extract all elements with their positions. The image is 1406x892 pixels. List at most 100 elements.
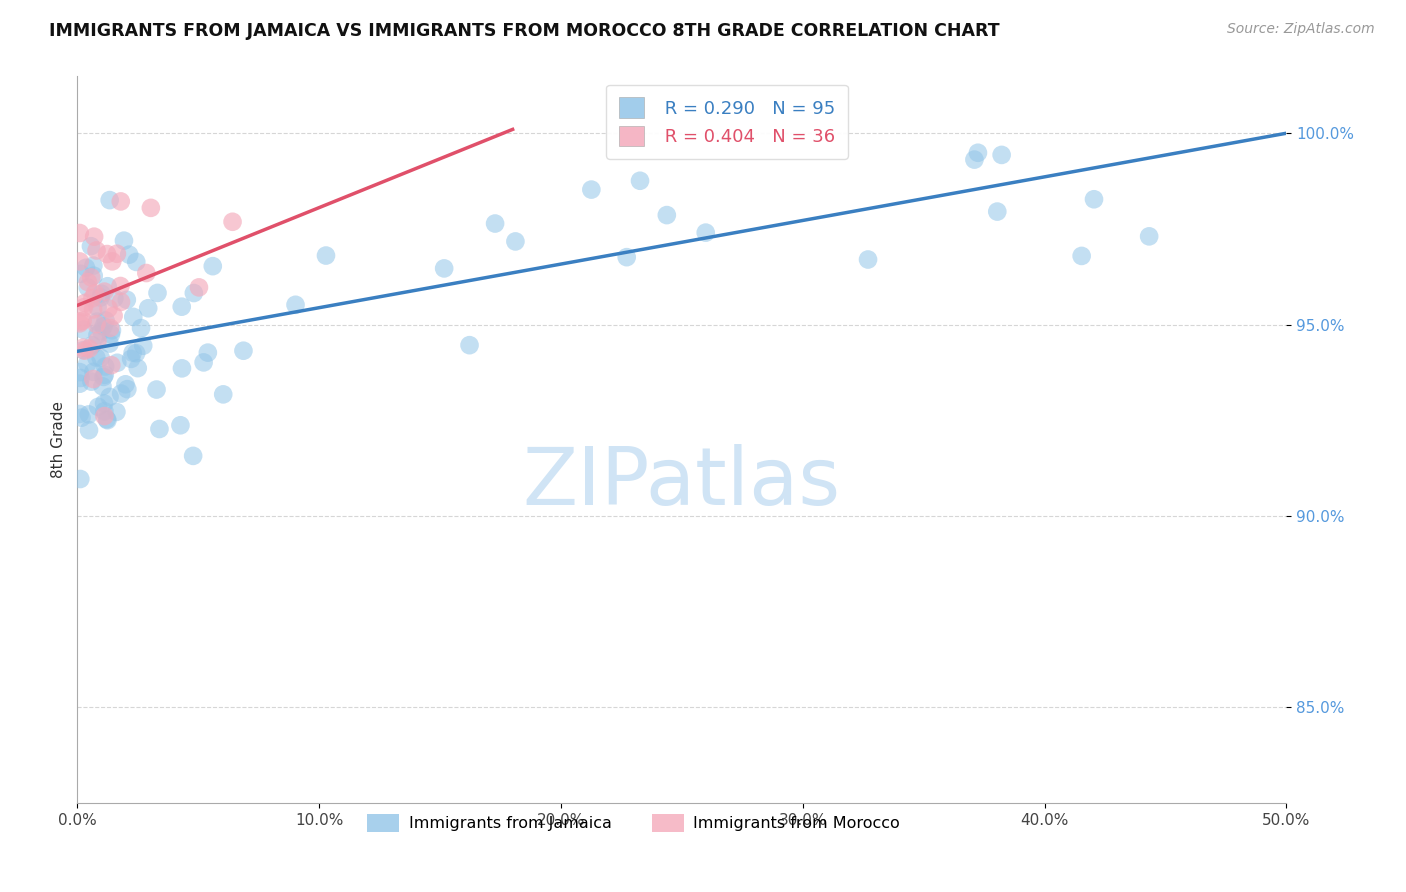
Point — [181, 449, 204, 463]
Point — [105, 405, 128, 419]
Text: Source: ZipAtlas.com: Source: ZipAtlas.com — [1227, 22, 1375, 37]
Point — [77, 275, 100, 289]
Point — [98, 321, 121, 335]
Point — [986, 204, 1008, 219]
Point — [170, 361, 193, 376]
Point — [103, 309, 125, 323]
Point — [315, 248, 337, 262]
Point — [94, 359, 117, 374]
Point — [75, 260, 97, 275]
Point — [72, 341, 94, 355]
Point — [98, 336, 121, 351]
Point — [96, 412, 118, 426]
Point — [212, 387, 235, 401]
Point — [72, 313, 94, 327]
Point — [69, 267, 91, 281]
Point — [110, 194, 132, 209]
Point — [201, 259, 224, 273]
Point — [125, 346, 148, 360]
Point — [284, 298, 307, 312]
Point — [73, 300, 96, 314]
Point — [69, 254, 91, 268]
Point — [73, 343, 96, 358]
Text: IMMIGRANTS FROM JAMAICA VS IMMIGRANTS FROM MOROCCO 8TH GRADE CORRELATION CHART: IMMIGRANTS FROM JAMAICA VS IMMIGRANTS FR… — [49, 22, 1000, 40]
Point — [118, 247, 141, 261]
Point — [655, 208, 678, 222]
Point — [97, 279, 120, 293]
Point — [77, 408, 100, 422]
Point — [93, 404, 115, 418]
Point — [122, 310, 145, 324]
Point — [69, 226, 91, 240]
Legend: Immigrants from Jamaica, Immigrants from Morocco: Immigrants from Jamaica, Immigrants from… — [361, 807, 907, 838]
Point — [1083, 192, 1105, 206]
Point — [121, 345, 143, 359]
Point — [82, 259, 104, 273]
Point — [110, 279, 132, 293]
Point — [193, 355, 215, 369]
Point — [83, 229, 105, 244]
Point — [963, 153, 986, 167]
Point — [170, 300, 193, 314]
Point — [90, 351, 112, 365]
Point — [484, 217, 506, 231]
Point — [125, 255, 148, 269]
Text: ZIPatlas: ZIPatlas — [523, 444, 841, 522]
Point — [101, 254, 124, 268]
Point — [89, 291, 111, 305]
Point — [73, 296, 96, 310]
Point — [82, 338, 104, 352]
Point — [628, 174, 651, 188]
Point — [77, 423, 100, 437]
Point — [221, 215, 243, 229]
Point — [86, 334, 108, 348]
Point — [183, 285, 205, 300]
Y-axis label: 8th Grade: 8th Grade — [51, 401, 66, 478]
Point — [581, 183, 603, 197]
Point — [86, 315, 108, 329]
Point — [232, 343, 254, 358]
Point — [69, 371, 91, 385]
Point — [82, 372, 104, 386]
Point — [91, 379, 114, 393]
Point — [69, 472, 91, 486]
Point — [101, 323, 124, 337]
Point — [120, 351, 142, 366]
Point — [94, 313, 117, 327]
Point — [70, 410, 93, 425]
Point — [110, 294, 132, 309]
Point — [146, 285, 169, 300]
Point — [80, 239, 103, 253]
Point — [98, 390, 121, 404]
Point — [105, 356, 128, 370]
Point — [135, 266, 157, 280]
Point — [433, 261, 456, 276]
Point — [115, 293, 138, 307]
Point — [80, 375, 103, 389]
Point — [97, 301, 120, 316]
Point — [197, 345, 219, 359]
Point — [93, 285, 115, 299]
Point — [129, 321, 152, 335]
Point — [93, 409, 115, 423]
Point — [82, 291, 104, 305]
Point — [94, 368, 117, 382]
Point — [169, 418, 191, 433]
Point — [77, 342, 100, 356]
Point — [69, 315, 91, 329]
Point — [93, 319, 115, 334]
Point — [145, 383, 167, 397]
Point — [1070, 249, 1092, 263]
Point — [93, 396, 115, 410]
Point — [100, 358, 122, 372]
Point — [82, 302, 104, 317]
Point — [148, 422, 170, 436]
Point — [72, 343, 94, 357]
Point — [112, 234, 135, 248]
Point — [695, 226, 717, 240]
Point — [110, 386, 132, 401]
Point — [96, 413, 118, 427]
Point — [86, 317, 108, 331]
Point — [83, 268, 105, 283]
Point — [86, 244, 108, 258]
